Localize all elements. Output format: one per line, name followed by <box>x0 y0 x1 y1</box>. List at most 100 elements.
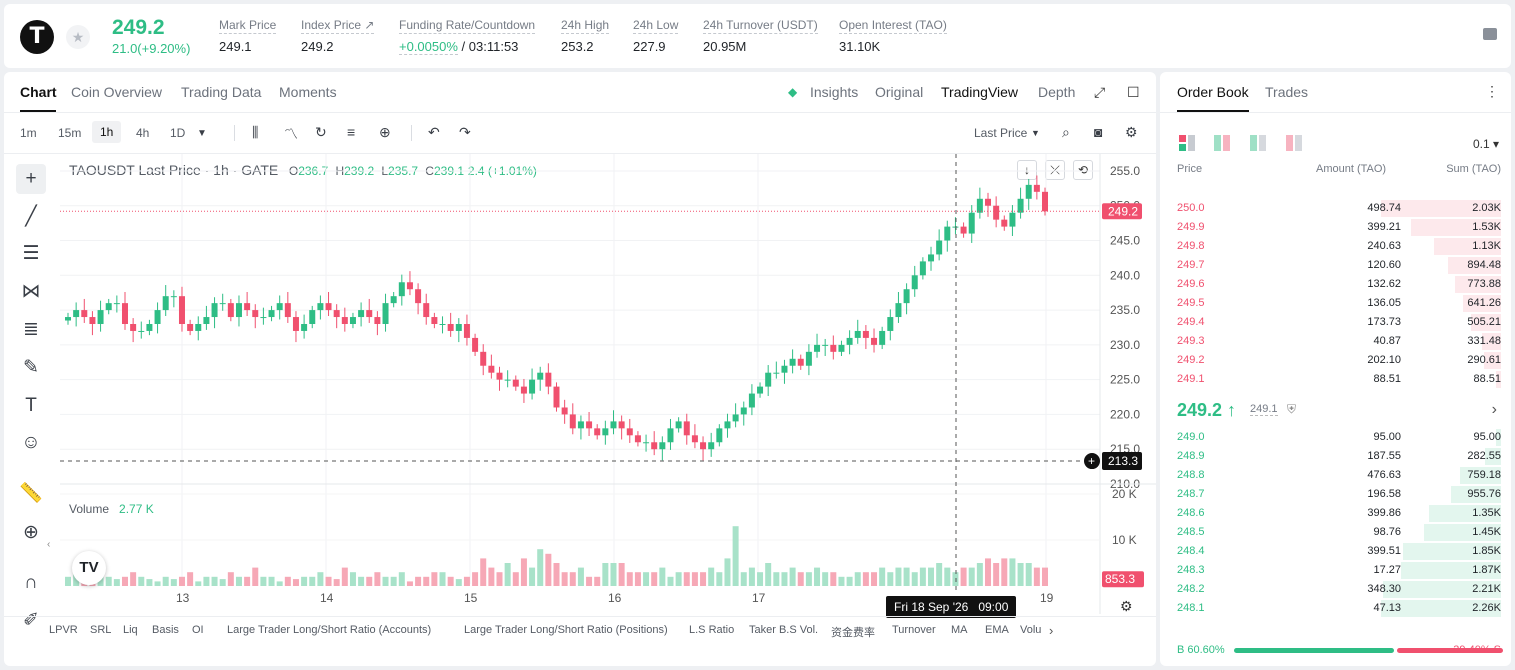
order-book-row[interactable]: 248.9 187.55 282.55 <box>1177 447 1501 466</box>
tab-trades[interactable]: Trades <box>1265 84 1309 100</box>
candle-body <box>439 324 446 325</box>
order-book-row[interactable]: 249.6 132.62 773.88 <box>1177 275 1501 294</box>
channel-tool-icon[interactable]: ☰ <box>22 243 40 264</box>
interval-4h[interactable]: 4h <box>136 126 150 140</box>
indicator-item[interactable]: Volu <box>1020 624 1042 636</box>
chart-settings-icon[interactable]: ⚙ <box>1120 598 1133 614</box>
layout-both-alt-icon[interactable] <box>1214 135 1230 151</box>
order-book-row[interactable]: 249.3 40.87 331.48 <box>1177 332 1501 351</box>
expand-icon[interactable]: ⤢ <box>1094 84 1106 100</box>
tab-coin-overview[interactable]: Coin Overview <box>71 84 163 100</box>
reset-chart-icon[interactable]: ⟲ <box>1073 160 1093 180</box>
tick-size-select[interactable]: 0.1 ▾ <box>1472 137 1499 151</box>
fib-tool-icon[interactable]: ≣ <box>23 319 39 340</box>
order-book-row[interactable]: 249.0 95.00 95.00 <box>1177 428 1501 447</box>
indicator-item[interactable]: 资金费率 <box>831 627 875 639</box>
tab-trading-data[interactable]: Trading Data <box>181 84 262 100</box>
undo-icon[interactable]: ↶ <box>428 124 440 140</box>
order-book-row[interactable]: 249.7 120.60 894.48 <box>1177 256 1501 275</box>
indicator-item[interactable]: MA <box>951 624 968 636</box>
candle-body <box>65 317 71 321</box>
scroll-down-icon[interactable]: ↓ <box>1017 160 1037 180</box>
interval-1m[interactable]: 1m <box>20 126 37 140</box>
indicators-icon[interactable]: 〽 <box>284 126 298 142</box>
tab-moments[interactable]: Moments <box>279 84 337 100</box>
crosshair-tool-icon[interactable]: + <box>16 164 46 194</box>
indicator-item[interactable]: Liq <box>123 624 138 636</box>
tab-insights[interactable]: Insights <box>810 84 859 100</box>
interval-dropdown-icon[interactable]: ▼ <box>197 128 207 139</box>
order-book-row[interactable]: 248.2 348.30 2.21K <box>1177 580 1501 599</box>
candle-body <box>716 428 723 443</box>
order-book-row[interactable]: 249.5 136.05 641.26 <box>1177 294 1501 313</box>
magnet-tool-icon[interactable]: ∩ <box>24 572 38 593</box>
layout-bids-icon[interactable] <box>1250 135 1266 151</box>
templates-icon[interactable]: ≡ <box>347 124 356 140</box>
order-book-row[interactable]: 249.4 173.73 505.21 <box>1177 313 1501 332</box>
indicator-item[interactable]: Large Trader Long/Short Ratio (Positions… <box>464 624 668 636</box>
order-book-row[interactable]: 248.3 17.27 1.87K <box>1177 561 1501 580</box>
text-tool-icon[interactable]: T <box>25 395 37 416</box>
order-book-row[interactable]: 249.2 202.10 290.61 <box>1177 351 1501 370</box>
indicator-scroll-right-icon[interactable]: › <box>1049 623 1054 638</box>
order-book-row[interactable]: 248.8 476.63 759.18 <box>1177 466 1501 485</box>
indicator-item[interactable]: Large Trader Long/Short Ratio (Accounts) <box>227 624 432 636</box>
order-book-row[interactable]: 248.1 47.13 2.26K <box>1177 599 1501 618</box>
interval-1h[interactable]: 1h <box>92 121 122 143</box>
interval-15m[interactable]: 15m <box>58 126 82 140</box>
volume-bar <box>805 572 812 586</box>
tab-chart[interactable]: Chart <box>20 84 57 100</box>
stat-mark-price[interactable]: Mark Price 249.1 <box>219 18 277 54</box>
redo-icon[interactable]: ↷ <box>459 124 471 140</box>
settings-gear-icon[interactable]: ⚙ <box>1125 124 1138 140</box>
tab-tradingview[interactable]: TradingView <box>941 84 1019 100</box>
camera-icon[interactable]: ◙ <box>1094 124 1103 140</box>
price-type-dropdown-icon[interactable]: ▼ <box>1031 128 1040 138</box>
chevron-right-icon[interactable]: › <box>1491 401 1497 418</box>
price-type-select[interactable]: Last Price <box>974 126 1028 140</box>
candle-type-icon[interactable]: ⫼ <box>252 124 259 140</box>
indicator-item[interactable]: L.S Ratio <box>689 624 735 636</box>
order-book-row[interactable]: 248.5 98.76 1.45K <box>1177 523 1501 542</box>
tab-depth[interactable]: Depth <box>1038 84 1076 100</box>
ruler-tool-icon[interactable]: 📏 <box>19 483 43 504</box>
indicator-item[interactable]: Taker B.S Vol. <box>749 624 819 636</box>
stat-funding-rate[interactable]: Funding Rate/Countdown +0.0050% / 03:11:5… <box>399 18 536 55</box>
order-book-row[interactable]: 248.6 399.86 1.35K <box>1177 504 1501 523</box>
more-options-icon[interactable]: ⋮ <box>1485 83 1499 99</box>
indicator-item[interactable]: EMA <box>985 624 1009 636</box>
tab-original[interactable]: Original <box>875 84 924 100</box>
pattern-tool-icon[interactable]: ⋈ <box>21 281 41 302</box>
indicator-item[interactable]: SRL <box>90 624 112 636</box>
tab-order-book[interactable]: Order Book <box>1177 84 1249 100</box>
search-icon[interactable]: ⌕ <box>1062 124 1070 140</box>
stat-index-price[interactable]: Index Price ↗ 249.2 <box>301 18 375 54</box>
order-book-row[interactable]: 249.1 88.51 88.51 <box>1177 370 1501 389</box>
candlestick-chart[interactable]: 255.0250.0245.0240.0235.0230.0225.0220.0… <box>60 154 1156 614</box>
brush-tool-icon[interactable]: ✎ <box>23 357 39 378</box>
add-alert-icon[interactable]: ⊕ <box>379 124 391 140</box>
favorite-star-icon[interactable]: ★ <box>66 25 90 49</box>
window-icon[interactable]: ☐ <box>1127 84 1140 100</box>
order-book-row[interactable]: 250.0 498.74 2.03K <box>1177 199 1501 218</box>
edit-tool-icon[interactable]: ✐ <box>23 610 39 631</box>
row-sum: 88.51 <box>1473 373 1501 385</box>
zoom-in-tool-icon[interactable]: ⊕ <box>23 522 39 543</box>
indicator-item[interactable]: Turnover <box>892 624 936 636</box>
order-book-row[interactable]: 249.9 399.21 1.53K <box>1177 218 1501 237</box>
order-book-row[interactable]: 248.4 399.51 1.85K <box>1177 542 1501 561</box>
replay-icon[interactable]: ↻ <box>315 124 327 140</box>
book-icon[interactable] <box>1483 28 1497 40</box>
indicator-item[interactable]: OI <box>192 624 204 636</box>
order-book-row[interactable]: 249.8 240.63 1.13K <box>1177 237 1501 256</box>
layout-both-icon[interactable] <box>1179 135 1195 151</box>
indicator-item[interactable]: Basis <box>152 624 179 636</box>
indicator-item[interactable]: LPVR <box>49 624 78 636</box>
emoji-tool-icon[interactable]: ☺ <box>21 432 41 453</box>
tradingview-logo-icon[interactable]: TV <box>72 551 106 585</box>
interval-1d[interactable]: 1D <box>170 126 186 140</box>
trend-line-tool-icon[interactable]: ╱ <box>25 206 37 227</box>
collapse-toolbar-icon[interactable]: ‹ <box>47 539 51 550</box>
order-book-row[interactable]: 248.7 196.58 955.76 <box>1177 485 1501 504</box>
layout-asks-icon[interactable] <box>1286 135 1302 151</box>
